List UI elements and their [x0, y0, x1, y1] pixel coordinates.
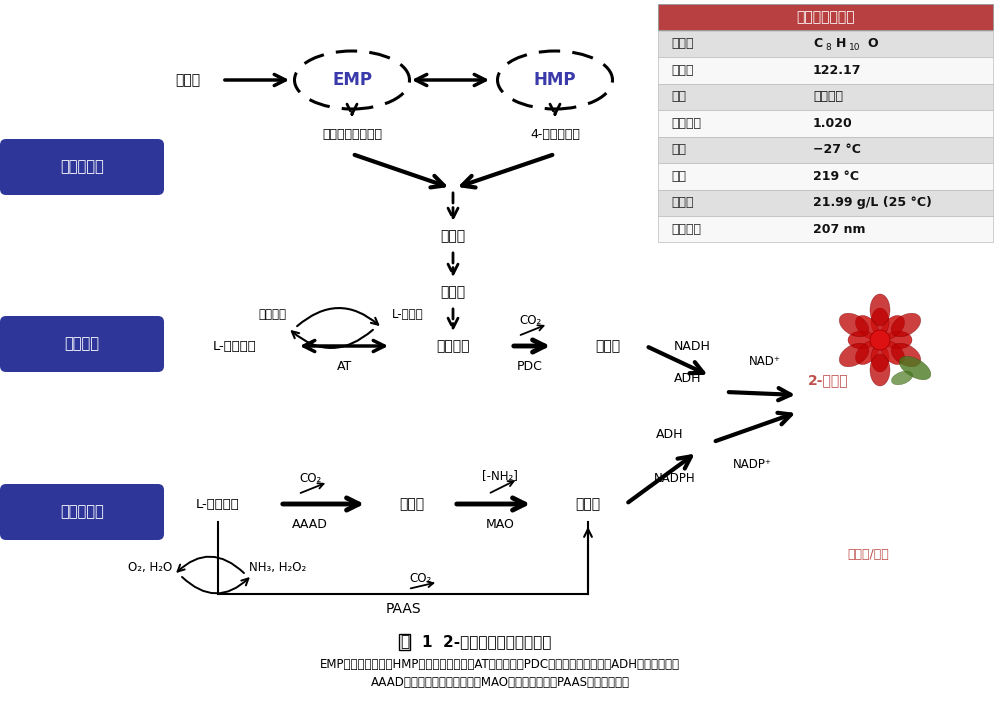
Text: 207 nm: 207 nm	[813, 223, 866, 236]
FancyBboxPatch shape	[658, 84, 993, 110]
Ellipse shape	[870, 294, 890, 326]
Text: [-NH₂]: [-NH₂]	[482, 470, 518, 482]
Text: 图: 图	[400, 635, 409, 649]
Text: O₂, H₂O: O₂, H₂O	[128, 560, 172, 574]
Text: NAD⁺: NAD⁺	[749, 355, 781, 369]
Ellipse shape	[881, 341, 904, 364]
Text: 艾氏途径: 艾氏途径	[64, 336, 100, 352]
Text: O: O	[867, 37, 878, 51]
Text: 葡萄糖: 葡萄糖	[175, 73, 201, 87]
Ellipse shape	[839, 313, 869, 337]
Ellipse shape	[891, 343, 921, 366]
FancyBboxPatch shape	[658, 4, 993, 30]
Ellipse shape	[848, 331, 876, 349]
Text: L-苯丙氨酸: L-苯丙氨酸	[213, 340, 257, 352]
Text: AAAD: AAAD	[292, 517, 328, 531]
Text: 2-苯乙醇: 2-苯乙醇	[808, 373, 848, 387]
Text: L-谷氨酸: L-谷氨酸	[392, 307, 424, 321]
FancyBboxPatch shape	[658, 110, 993, 136]
Text: 21.99 g/L (25 °C): 21.99 g/L (25 °C)	[813, 197, 932, 209]
Text: 莽草酸途径: 莽草酸途径	[60, 159, 104, 175]
Ellipse shape	[856, 341, 879, 364]
Ellipse shape	[899, 357, 931, 380]
Text: 玫瑰香气: 玫瑰香气	[813, 91, 843, 103]
Ellipse shape	[881, 315, 904, 339]
Text: 1.020: 1.020	[813, 117, 853, 130]
Text: 溶解度: 溶解度	[671, 197, 694, 209]
Text: 苯乙胺途径: 苯乙胺途径	[60, 505, 104, 519]
Text: CO₂: CO₂	[409, 573, 431, 585]
Ellipse shape	[856, 315, 879, 339]
FancyBboxPatch shape	[658, 190, 993, 216]
Text: ADH: ADH	[674, 373, 702, 385]
Text: 4-磷酸赤藓糖: 4-磷酸赤藓糖	[530, 128, 580, 140]
Text: CO₂: CO₂	[299, 472, 321, 486]
Text: PDC: PDC	[517, 359, 543, 373]
Text: −27 °C: −27 °C	[813, 143, 861, 157]
Ellipse shape	[871, 344, 889, 372]
Ellipse shape	[891, 371, 913, 385]
FancyBboxPatch shape	[658, 136, 993, 163]
Text: HMP: HMP	[534, 71, 576, 89]
Text: NADH: NADH	[674, 340, 710, 352]
Text: 8: 8	[825, 44, 831, 52]
Ellipse shape	[871, 308, 889, 336]
Text: 磷酸烯醇式丙酮酸: 磷酸烯醇式丙酮酸	[322, 128, 382, 140]
Text: 10: 10	[849, 44, 860, 52]
Text: 219 °C: 219 °C	[813, 170, 859, 183]
Text: AAAD一芳香族氨基酸脱羧酶；MAO一单胺氧化酶；PAAS一苯乙醛合酶: AAAD一芳香族氨基酸脱羧酶；MAO一单胺氧化酶；PAAS一苯乙醛合酶	[370, 675, 630, 689]
FancyBboxPatch shape	[0, 484, 164, 540]
Text: 122.17: 122.17	[813, 64, 862, 77]
FancyBboxPatch shape	[658, 57, 993, 84]
Text: 分子式: 分子式	[671, 37, 694, 51]
Text: NADP⁺: NADP⁺	[732, 458, 772, 472]
FancyBboxPatch shape	[0, 316, 164, 372]
Text: ADH: ADH	[656, 428, 684, 442]
Text: PAAS: PAAS	[385, 602, 421, 616]
Text: NADPH: NADPH	[654, 472, 696, 486]
Ellipse shape	[870, 354, 890, 386]
Text: L-苯丙氨酸: L-苯丙氨酸	[196, 498, 240, 510]
Text: 1  2-苯乙醇的生物合成途径: 1 2-苯乙醇的生物合成途径	[422, 635, 551, 649]
Ellipse shape	[891, 313, 921, 337]
Text: 微生物/植物: 微生物/植物	[847, 548, 889, 560]
Text: AT: AT	[337, 359, 353, 373]
Text: 苯乙胺: 苯乙胺	[399, 497, 425, 511]
FancyBboxPatch shape	[658, 163, 993, 190]
Text: 苯乙醛: 苯乙醛	[595, 339, 621, 353]
Text: NH₃, H₂O₂: NH₃, H₂O₂	[249, 560, 307, 574]
Text: EMP一糖酵解途径；HMP一磷酸戊糖途径；AT一转氨酶；PDC一苯丙酮酸脱羧酶；ADH一醇脱氢酶；: EMP一糖酵解途径；HMP一磷酸戊糖途径；AT一转氨酶；PDC一苯丙酮酸脱羧酶；…	[320, 658, 680, 670]
Text: CO₂: CO₂	[519, 314, 541, 328]
Text: 苯乙醇理化性质: 苯乙醇理化性质	[796, 11, 855, 25]
Text: 熔点: 熔点	[671, 143, 686, 157]
Text: 气味: 气味	[671, 91, 686, 103]
Ellipse shape	[884, 331, 912, 349]
Text: MAO: MAO	[486, 517, 514, 531]
Ellipse shape	[839, 343, 869, 366]
Text: 紫外吸收: 紫外吸收	[671, 223, 701, 236]
Text: 苯乙醛: 苯乙醛	[575, 497, 601, 511]
Text: 相对密度: 相对密度	[671, 117, 701, 130]
FancyBboxPatch shape	[0, 139, 164, 195]
Text: 分子量: 分子量	[671, 64, 694, 77]
Text: 沸点: 沸点	[671, 170, 686, 183]
FancyBboxPatch shape	[658, 30, 993, 57]
Text: 分枝酸: 分枝酸	[440, 285, 466, 299]
Text: 酮戊二酸: 酮戊二酸	[258, 307, 286, 321]
FancyBboxPatch shape	[658, 216, 993, 242]
Text: EMP: EMP	[332, 71, 372, 89]
Text: C: C	[813, 37, 822, 51]
Text: H: H	[836, 37, 846, 51]
Text: 苯丙酮酸: 苯丙酮酸	[436, 339, 470, 353]
Text: 莽草酸: 莽草酸	[440, 229, 466, 243]
Circle shape	[870, 330, 890, 350]
